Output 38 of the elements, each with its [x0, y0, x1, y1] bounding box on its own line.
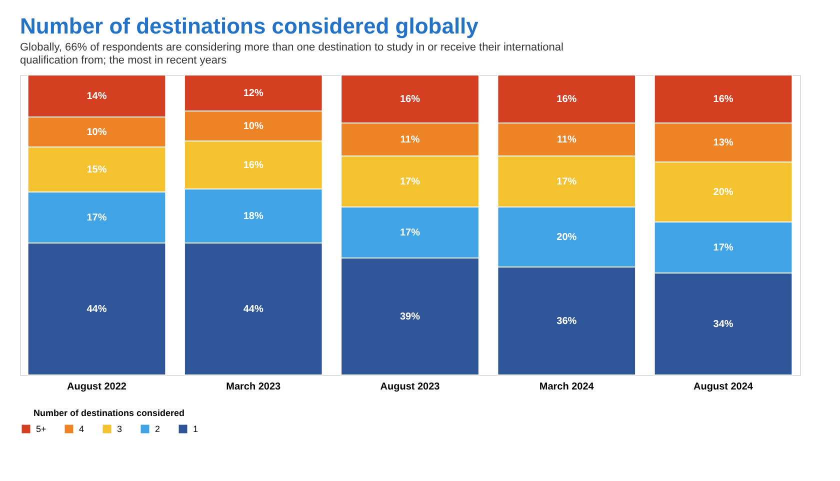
chart-subtitle: Globally, 66% of respondents are considering more than one destination to study in or receive their international qualification from; the most in recent years	[20, 42, 564, 66]
data-label: 39%	[400, 312, 420, 322]
data-label: 20%	[556, 232, 577, 243]
data-label: 44%	[243, 304, 264, 315]
legend-label: 2	[155, 424, 160, 434]
data-label: 20%	[713, 187, 734, 198]
data-label: 16%	[400, 94, 420, 105]
data-label: 17%	[400, 228, 420, 238]
x-tick-label: August 2023	[380, 382, 440, 392]
x-tick-label: August 2024	[694, 382, 754, 392]
data-label: 10%	[86, 127, 107, 138]
data-label: 12%	[243, 88, 264, 99]
data-label: 18%	[243, 211, 264, 222]
data-label: 17%	[400, 176, 420, 188]
legend-label: 4	[79, 424, 84, 434]
legend-label: 1	[193, 424, 198, 434]
data-label: 44%	[86, 304, 107, 315]
x-tick-label: August 2022	[67, 382, 127, 392]
data-label: 34%	[713, 319, 734, 330]
data-label: 10%	[243, 121, 264, 132]
data-label: 16%	[713, 94, 734, 105]
legend-label: 3	[117, 424, 122, 434]
data-label: 13%	[713, 138, 734, 148]
data-label: 15%	[86, 164, 107, 176]
data-label: 14%	[86, 91, 107, 102]
data-label: 17%	[556, 176, 577, 188]
data-label: 16%	[556, 94, 577, 105]
x-tick-label: March 2023	[226, 382, 282, 392]
legend-label: 5+	[36, 424, 46, 434]
data-label: 36%	[556, 316, 577, 327]
data-label: 11%	[556, 134, 576, 146]
data-label: 11%	[400, 134, 420, 146]
data-label: 17%	[86, 212, 107, 224]
x-tick-label: March 2024	[539, 382, 594, 392]
data-label: 16%	[243, 160, 264, 171]
data-label: 17%	[713, 242, 734, 254]
chart-title: Number of destinations considered globally	[20, 14, 480, 38]
legend-title: Number of destinations considered	[33, 408, 185, 418]
